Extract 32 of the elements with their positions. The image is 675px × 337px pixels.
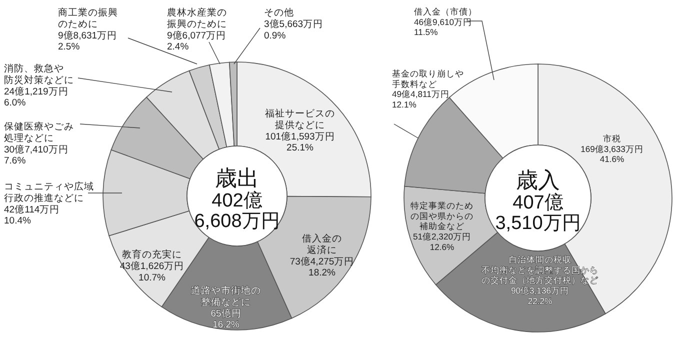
- data-label: 3億5,663万円 0.9%: [264, 18, 324, 42]
- slice-label: 保健医療やごみ処理などに: [4, 120, 74, 144]
- text: 407億 3,510万円: [495, 192, 581, 234]
- text: 402億 6,608万円: [194, 190, 280, 232]
- slice-label: 福祉サービスの提供などに: [265, 108, 335, 131]
- data-label: 24億1,219万円 6.0%: [4, 85, 68, 109]
- data-label: 73億4,275万円 18.2%: [290, 255, 354, 279]
- slice-label: その他: [264, 6, 294, 18]
- text: 歳出: [215, 166, 259, 191]
- data-label: 30億7,410万円 7.6%: [4, 143, 68, 167]
- slice-label: 農林水産業の振興のために: [167, 6, 227, 30]
- slice-label: 商工業の振興のために: [58, 6, 118, 30]
- text: 歳入: [516, 168, 560, 193]
- data-label: 51億2,320万円 12.6%: [412, 232, 472, 252]
- data-label: 169億3,633万円 41.6%: [580, 144, 644, 164]
- slice-label: 消防、救急や防災対策などに: [4, 62, 74, 86]
- data-label: 46億9,610万円 11.5%: [414, 16, 472, 38]
- data-label: 65億円 16.2%: [210, 307, 242, 331]
- data-label: 42億114万円 10.4%: [4, 203, 60, 227]
- slice-label: 特定事業のための国や県からの補助金など: [410, 200, 474, 232]
- data-label: 101億1,593万円 25.1%: [265, 130, 335, 154]
- slice-label: 市税: [603, 134, 621, 144]
- slice-label: 基金の取り崩しや手数料など: [392, 68, 464, 89]
- data-label: 49億4,811万円 12.1%: [392, 89, 450, 110]
- slice-label: 道路や市街地の整備などに: [191, 284, 261, 308]
- data-label: 90億3,136万円 22.2%: [510, 286, 570, 306]
- slice-label: 教育の充実に: [122, 248, 182, 260]
- slice-label: 借入金の返済に: [302, 232, 342, 256]
- slice-label: 借入金（市債）: [414, 6, 477, 17]
- data-label: 9億8,631万円 2.5%: [58, 29, 118, 53]
- data-label: 9億6,077万円 2.4%: [167, 29, 226, 53]
- slice-label: コミュニティや広域行政の推進などに: [4, 180, 94, 204]
